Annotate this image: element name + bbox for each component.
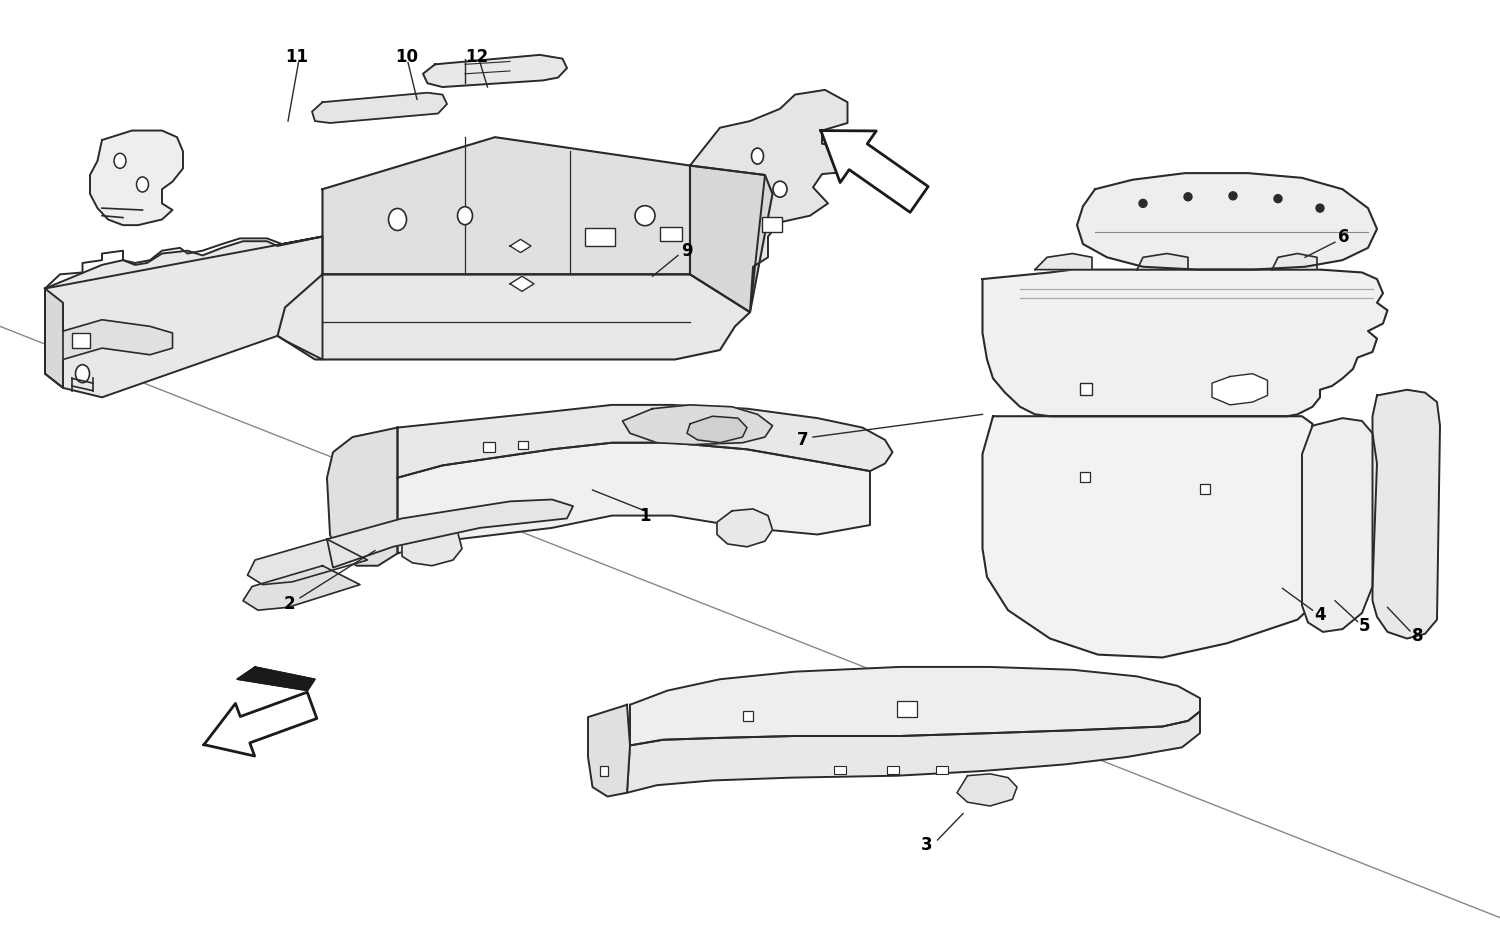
Text: 7: 7 bbox=[796, 430, 808, 449]
Polygon shape bbox=[1035, 254, 1092, 270]
Text: 2: 2 bbox=[284, 594, 296, 613]
Polygon shape bbox=[398, 443, 870, 553]
Polygon shape bbox=[204, 692, 316, 756]
Polygon shape bbox=[588, 705, 630, 797]
Bar bbox=[936, 766, 948, 774]
Polygon shape bbox=[1272, 254, 1317, 270]
Ellipse shape bbox=[114, 153, 126, 168]
Polygon shape bbox=[327, 499, 573, 568]
Polygon shape bbox=[45, 236, 322, 397]
Ellipse shape bbox=[772, 182, 788, 197]
Polygon shape bbox=[982, 416, 1312, 657]
Polygon shape bbox=[1372, 390, 1440, 639]
Bar bbox=[600, 765, 608, 776]
Bar bbox=[886, 766, 898, 774]
Bar bbox=[585, 228, 615, 246]
Text: 6: 6 bbox=[1338, 227, 1350, 246]
Bar bbox=[1080, 383, 1092, 395]
Circle shape bbox=[1316, 204, 1324, 212]
Polygon shape bbox=[510, 239, 531, 253]
Polygon shape bbox=[327, 428, 398, 566]
Text: 5: 5 bbox=[1359, 617, 1371, 636]
Polygon shape bbox=[982, 270, 1388, 416]
Circle shape bbox=[1228, 192, 1238, 200]
Text: 8: 8 bbox=[1412, 626, 1424, 645]
Circle shape bbox=[1184, 193, 1192, 201]
Polygon shape bbox=[630, 667, 1200, 745]
Polygon shape bbox=[1212, 374, 1268, 405]
Polygon shape bbox=[90, 131, 183, 225]
Text: 12: 12 bbox=[465, 47, 489, 66]
Polygon shape bbox=[312, 93, 447, 123]
Bar bbox=[72, 333, 90, 348]
Polygon shape bbox=[622, 405, 772, 445]
Bar bbox=[660, 227, 682, 241]
Bar bbox=[762, 217, 782, 232]
Polygon shape bbox=[717, 509, 772, 547]
Polygon shape bbox=[45, 289, 63, 388]
Polygon shape bbox=[957, 774, 1017, 806]
Bar bbox=[518, 442, 528, 449]
Polygon shape bbox=[237, 667, 315, 691]
Ellipse shape bbox=[458, 206, 472, 225]
Polygon shape bbox=[687, 416, 747, 443]
Polygon shape bbox=[423, 55, 567, 87]
Polygon shape bbox=[510, 276, 534, 291]
Bar bbox=[1227, 389, 1238, 399]
Circle shape bbox=[634, 205, 656, 226]
Polygon shape bbox=[63, 320, 173, 359]
Polygon shape bbox=[1077, 173, 1377, 270]
Polygon shape bbox=[402, 525, 462, 566]
Text: 11: 11 bbox=[285, 47, 309, 66]
Polygon shape bbox=[627, 711, 1200, 793]
Bar bbox=[1080, 472, 1090, 482]
Ellipse shape bbox=[136, 177, 148, 192]
Polygon shape bbox=[322, 137, 690, 274]
Bar bbox=[483, 442, 495, 452]
Text: 4: 4 bbox=[1314, 605, 1326, 624]
Circle shape bbox=[1274, 195, 1282, 202]
Polygon shape bbox=[248, 539, 368, 585]
Polygon shape bbox=[821, 131, 928, 212]
Circle shape bbox=[1138, 200, 1148, 207]
Text: 9: 9 bbox=[681, 241, 693, 260]
Polygon shape bbox=[1137, 254, 1188, 270]
Bar bbox=[1200, 483, 1210, 494]
Text: 1: 1 bbox=[639, 506, 651, 525]
Text: 10: 10 bbox=[394, 47, 418, 66]
Polygon shape bbox=[243, 566, 360, 610]
Polygon shape bbox=[278, 274, 750, 359]
Ellipse shape bbox=[388, 208, 406, 231]
Ellipse shape bbox=[75, 364, 90, 383]
Polygon shape bbox=[690, 90, 858, 312]
Polygon shape bbox=[1302, 418, 1377, 632]
Bar bbox=[834, 766, 846, 774]
Bar bbox=[742, 710, 753, 721]
Ellipse shape bbox=[752, 149, 764, 164]
Polygon shape bbox=[398, 405, 892, 478]
Text: 3: 3 bbox=[921, 835, 933, 854]
Polygon shape bbox=[690, 166, 772, 312]
Bar bbox=[897, 701, 916, 717]
